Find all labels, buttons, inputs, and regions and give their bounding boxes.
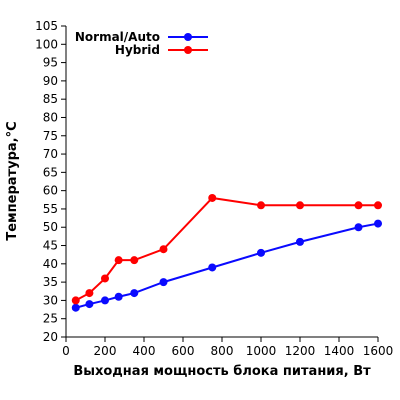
- y-tick-label: 105: [35, 19, 58, 33]
- series-line-hybrid: [75, 196, 378, 302]
- y-tick-label: 90: [43, 74, 58, 88]
- y-tick-label: 25: [43, 312, 58, 326]
- y-axis-title: Температура,°C: [5, 121, 20, 240]
- data-point-normal-auto: [159, 278, 168, 287]
- data-point-hybrid: [354, 201, 363, 210]
- y-axis-ticks: 20 25 30 35 40 45 50 55 60 65 70 75 80 85 90 95 100 105: [35, 19, 66, 344]
- y-tick-label: 70: [43, 147, 58, 161]
- data-point-hybrid: [374, 201, 382, 210]
- y-tick-label: 40: [43, 257, 58, 271]
- data-point-hybrid: [85, 289, 94, 298]
- data-point-hybrid: [101, 274, 109, 283]
- data-point-normal-auto: [257, 248, 265, 257]
- y-tick-label: 20: [43, 330, 58, 344]
- legend-marker-hybrid: [184, 46, 192, 54]
- x-tick-label: 1200: [285, 344, 316, 358]
- data-point-hybrid: [296, 201, 304, 210]
- y-tick-label: 30: [43, 293, 58, 307]
- data-point-normal-auto: [101, 296, 109, 305]
- legend: Normal/Auto Hybrid: [75, 30, 208, 57]
- data-point-normal-auto: [114, 292, 123, 301]
- y-tick-label: 45: [43, 239, 58, 253]
- data-point-hybrid: [159, 245, 168, 254]
- x-axis-title: Выходная мощность блока питания, Вт: [73, 364, 371, 379]
- y-tick-label: 80: [43, 110, 58, 124]
- legend-entry-normal-auto: Normal/Auto: [75, 30, 208, 44]
- data-point-normal-auto: [296, 237, 304, 246]
- y-tick-label: 75: [43, 129, 58, 143]
- legend-marker-normal-auto: [184, 33, 192, 41]
- data-point-hybrid: [208, 193, 217, 202]
- data-point-normal-auto: [374, 219, 382, 228]
- data-point-normal-auto: [354, 223, 363, 232]
- data-point-hybrid: [71, 296, 80, 305]
- x-tick-label: 200: [94, 344, 117, 358]
- data-point-hybrid: [130, 256, 139, 265]
- y-tick-label: 95: [43, 56, 58, 70]
- y-tick-label: 55: [43, 202, 58, 216]
- data-point-normal-auto: [208, 263, 217, 272]
- y-tick-label: 35: [43, 275, 58, 289]
- legend-entry-hybrid: Hybrid: [115, 43, 208, 57]
- x-tick-label: 1400: [324, 344, 355, 358]
- data-point-normal-auto: [85, 300, 94, 309]
- y-tick-label: 100: [35, 37, 58, 51]
- series-layer: [71, 193, 382, 312]
- x-tick-label: 400: [133, 344, 156, 358]
- x-tick-label: 600: [172, 344, 195, 358]
- x-axis-ticks: 0 200 400 600 800 1000 1200 1400 1600: [62, 337, 393, 358]
- x-tick-label: 1000: [246, 344, 277, 358]
- legend-label-normal-auto: Normal/Auto: [75, 30, 160, 44]
- y-tick-label: 60: [43, 184, 58, 198]
- legend-label-hybrid: Hybrid: [115, 43, 160, 57]
- x-tick-label: 800: [211, 344, 234, 358]
- x-tick-label: 0: [62, 344, 70, 358]
- data-point-hybrid: [114, 256, 123, 265]
- x-tick-label: 1600: [363, 344, 394, 358]
- y-tick-label: 85: [43, 92, 58, 106]
- data-point-normal-auto: [130, 289, 139, 298]
- data-point-hybrid: [257, 201, 265, 210]
- y-tick-label: 65: [43, 165, 58, 179]
- data-point-normal-auto: [71, 303, 80, 312]
- y-tick-label: 50: [43, 220, 58, 234]
